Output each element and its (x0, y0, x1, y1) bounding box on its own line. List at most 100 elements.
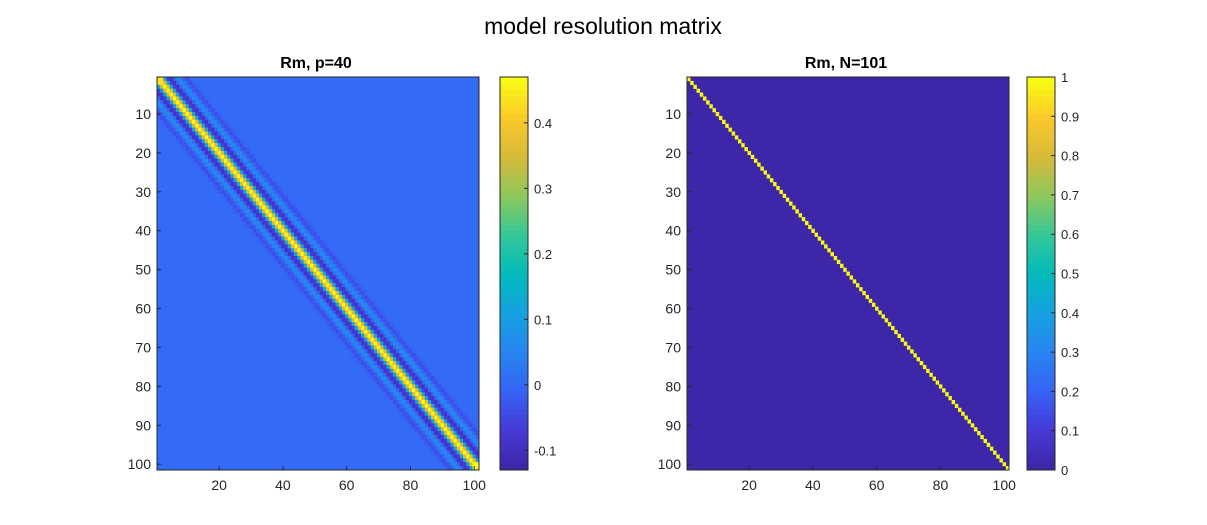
colorbar-segment (500, 451, 528, 459)
heatmap-cell (351, 349, 356, 354)
heatmap-cell (179, 135, 183, 140)
heatmap-cell (179, 108, 183, 113)
heatmap-cell (332, 310, 336, 315)
heatmap-cell (341, 322, 346, 327)
heatmap-cell (392, 364, 397, 370)
heatmap-cell (325, 248, 330, 253)
heatmap-cell (453, 466, 458, 471)
heatmap-cell (434, 434, 438, 440)
heatmap-cell (163, 115, 167, 121)
heatmap-cell (389, 388, 394, 393)
heatmap-cell (259, 201, 263, 206)
heatmap-cell (396, 333, 400, 339)
heatmap-cell (287, 220, 292, 226)
heatmap-cell (443, 396, 448, 401)
heatmap-cell (396, 329, 400, 335)
heatmap-cell (364, 310, 368, 315)
heatmap-cell (325, 322, 330, 327)
heatmap-cell (376, 357, 381, 362)
heatmap-cell (287, 275, 292, 280)
heatmap-cell (195, 135, 199, 140)
heatmap-cell (427, 384, 432, 389)
heatmap-cell (287, 232, 292, 237)
heatmap-cell (246, 209, 250, 214)
heatmap-cell (386, 329, 391, 335)
heatmap-cell (421, 431, 426, 436)
heatmap-cell (185, 131, 190, 136)
heatmap-cell (176, 115, 180, 121)
heatmap-cell (284, 236, 289, 241)
heatmap-cell (255, 205, 260, 210)
heatmap-cell (887, 322, 892, 327)
heatmap-cell (287, 213, 292, 218)
heatmap-cell (399, 388, 403, 393)
heatmap-cell (348, 329, 352, 335)
heatmap-cell (415, 431, 419, 436)
heatmap-cell (157, 84, 161, 90)
heatmap-cell (418, 388, 423, 393)
y-tick-label: 50 (665, 262, 681, 278)
heatmap-cell (424, 392, 429, 397)
heatmap-cell (450, 407, 454, 413)
heatmap-cell (440, 415, 445, 420)
heatmap-cell (396, 380, 400, 385)
heatmap-cell (313, 252, 317, 257)
heatmap-cell (463, 427, 467, 432)
heatmap-cell (345, 271, 349, 276)
heatmap-cell (396, 361, 400, 366)
colorbar-tick-label: 0.1 (1061, 424, 1079, 439)
heatmap-cell (192, 84, 196, 90)
heatmap-cell (386, 322, 391, 327)
heatmap-cell (380, 345, 384, 350)
heatmap-cell (421, 423, 426, 428)
heatmap-cell (440, 431, 445, 436)
heatmap-cell (376, 326, 381, 331)
heatmap-cell (284, 217, 289, 222)
heatmap-cell (456, 438, 461, 444)
colorbar-segment (1027, 212, 1055, 219)
heatmap-cell (319, 263, 324, 269)
heatmap-cell (380, 322, 384, 327)
heatmap-cell (427, 415, 432, 420)
heatmap-cell (380, 326, 384, 331)
heatmap-cell (227, 174, 231, 179)
heatmap-cell (220, 131, 225, 136)
heatmap-cell (840, 263, 844, 268)
heatmap-cell (341, 298, 346, 304)
heatmap-cell (993, 450, 997, 455)
heatmap-cell (157, 104, 161, 109)
heatmap-cell (475, 458, 480, 463)
heatmap-cell (188, 150, 193, 156)
heatmap-cell (396, 372, 400, 378)
heatmap-cell (182, 104, 187, 109)
heatmap-cell (335, 275, 340, 280)
heatmap-cell (367, 329, 372, 335)
y-tick-label: 80 (135, 378, 151, 394)
heatmap-cell (469, 423, 474, 428)
colorbar-segment (500, 132, 528, 139)
heatmap-cell (255, 182, 260, 187)
heatmap-cell (351, 341, 356, 346)
heatmap-cell (415, 380, 419, 385)
heatmap-cell (300, 283, 305, 288)
heatmap-cell (396, 407, 400, 413)
heatmap-cell (424, 438, 429, 444)
heatmap-cell (223, 127, 228, 132)
heatmap-cell (795, 209, 799, 214)
heatmap-cell (345, 318, 349, 323)
heatmap-cell (284, 263, 289, 269)
x-tick-label: 60 (869, 477, 885, 493)
heatmap-cell (424, 423, 429, 428)
heatmap-cell (179, 96, 183, 101)
heatmap-cell (453, 399, 458, 405)
colorbar-segment (1027, 334, 1055, 342)
heatmap-cell (252, 162, 257, 167)
heatmap-cell (274, 224, 279, 230)
heatmap-cell (227, 197, 231, 202)
heatmap-cell (434, 442, 438, 448)
colorbar-segment (1027, 390, 1055, 397)
heatmap-cell (329, 314, 333, 319)
colorbar-segment (1027, 353, 1055, 360)
heatmap-cell (313, 279, 317, 284)
heatmap-cell (195, 143, 199, 148)
